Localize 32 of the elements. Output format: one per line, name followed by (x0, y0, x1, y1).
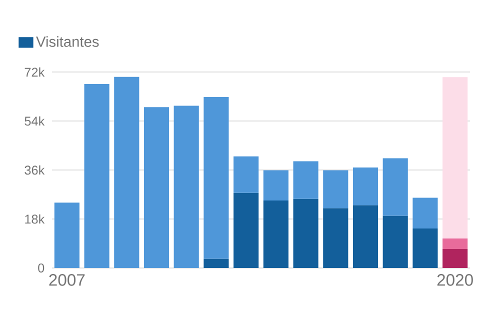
bar (323, 170, 348, 208)
bar (204, 97, 229, 259)
bar (144, 107, 170, 268)
bar (293, 198, 318, 268)
bar (234, 192, 259, 268)
bar (442, 77, 468, 238)
bar (382, 158, 408, 216)
bar (54, 202, 80, 268)
bar (412, 198, 438, 229)
y-tick-label: 36k (24, 165, 45, 175)
y-tick-label: 54k (24, 116, 45, 126)
bar (293, 161, 318, 199)
bar (204, 258, 229, 268)
y-tick-label: 18k (25, 214, 45, 224)
bar (263, 170, 288, 200)
bar (263, 200, 288, 268)
legend-label: Visitantes (36, 36, 99, 47)
bar (442, 238, 468, 249)
y-tick-label: 72k (24, 67, 45, 77)
bar (352, 205, 378, 268)
bar (84, 84, 110, 268)
bar (234, 156, 259, 193)
x-tick-label: 2007 (49, 274, 85, 286)
y-tick-label: 0 (38, 264, 44, 272)
bar (352, 168, 378, 206)
bar (412, 228, 438, 268)
bar (382, 216, 408, 268)
bar (323, 208, 348, 268)
x-tick-label: 2020 (437, 274, 473, 286)
bar (174, 106, 199, 268)
bar (114, 76, 140, 268)
bar (442, 248, 468, 268)
